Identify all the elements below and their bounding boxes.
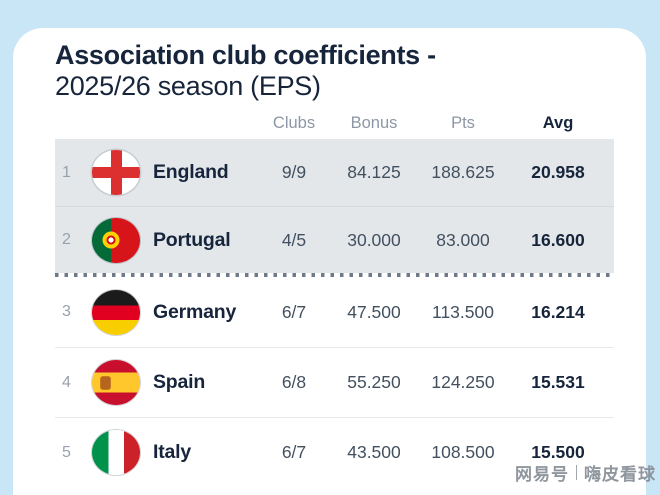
page-title: Association club coefficients - 2025/26 … xyxy=(55,40,614,102)
clubs-value: 6/7 xyxy=(281,442,307,462)
watermark-platform: 网易号 xyxy=(515,465,569,484)
bonus-value: 55.250 xyxy=(347,372,401,392)
country-name: Italy xyxy=(153,441,192,463)
watermark-divider xyxy=(576,465,577,480)
bonus-value: 43.500 xyxy=(347,442,401,462)
netease-watermark: 网易号 嗨皮看球 xyxy=(515,460,656,485)
avg-value: 20.958 xyxy=(531,162,585,182)
spain-flag-icon xyxy=(92,360,140,405)
portugal-flag-icon xyxy=(92,217,140,263)
rank-label: 2 xyxy=(62,231,71,248)
table-row: 5 Italy 6/7 43.500 108.500 15.500 xyxy=(55,417,614,487)
pts-value: 124.250 xyxy=(431,372,495,392)
page-title-line1: Association club coefficients - xyxy=(55,40,436,70)
table-row: 2 Portugal 4/5 30.000 83.000 16.600 xyxy=(55,206,614,273)
pts-value: 113.500 xyxy=(432,301,494,322)
pts-value: 188.625 xyxy=(431,162,495,182)
page-title-line2: 2025/26 season (EPS) xyxy=(55,71,321,101)
germany-flag-icon xyxy=(92,289,140,335)
italy-flag-icon xyxy=(92,430,140,475)
table-row: 3 Germany 6/7 47.500 113.500 16.214 xyxy=(55,277,614,347)
clubs-value: 4/5 xyxy=(281,229,307,250)
table-row: 1 England 9/9 84.125 188.625 20.958 xyxy=(55,139,614,206)
bonus-value: 84.125 xyxy=(347,162,401,182)
pts-value: 108.500 xyxy=(431,442,495,462)
clubs-value: 9/9 xyxy=(281,162,307,182)
bonus-value: 30.000 xyxy=(347,229,401,250)
column-header-bonus: Bonus xyxy=(350,113,398,132)
coefficients-card: Association club coefficients - 2025/26 … xyxy=(13,28,646,495)
rank-label: 1 xyxy=(62,163,71,181)
avg-value: 15.531 xyxy=(531,372,585,392)
table-body: 1 England 9/9 84.125 188.625 20.958 2 Po… xyxy=(55,139,614,487)
country-name: Portugal xyxy=(153,228,231,251)
clubs-value: 6/8 xyxy=(281,372,307,392)
column-header-clubs: Clubs xyxy=(272,113,316,132)
cutoff-dotted-divider xyxy=(55,273,614,277)
column-header-pts: Pts xyxy=(451,113,475,132)
bonus-value: 47.500 xyxy=(347,301,401,322)
pts-value: 83.000 xyxy=(436,229,490,250)
table-header-row: Clubs Bonus Pts Avg xyxy=(55,110,614,136)
country-name: Spain xyxy=(153,371,206,393)
clubs-value: 6/7 xyxy=(281,301,307,322)
rank-label: 5 xyxy=(62,443,71,461)
country-name: England xyxy=(153,161,229,183)
england-flag-icon xyxy=(92,150,140,195)
watermark-account: 嗨皮看球 xyxy=(584,465,656,484)
avg-value: 16.600 xyxy=(531,229,585,250)
avg-value: 15.500 xyxy=(531,442,585,462)
table-row: 4 Spain 6/8 55.250 124.250 15.531 xyxy=(55,347,614,417)
column-header-avg: Avg xyxy=(542,113,574,132)
rank-label: 3 xyxy=(62,303,71,320)
country-name: Germany xyxy=(153,300,237,323)
rank-label: 4 xyxy=(62,373,71,391)
avg-value: 16.214 xyxy=(531,301,585,322)
